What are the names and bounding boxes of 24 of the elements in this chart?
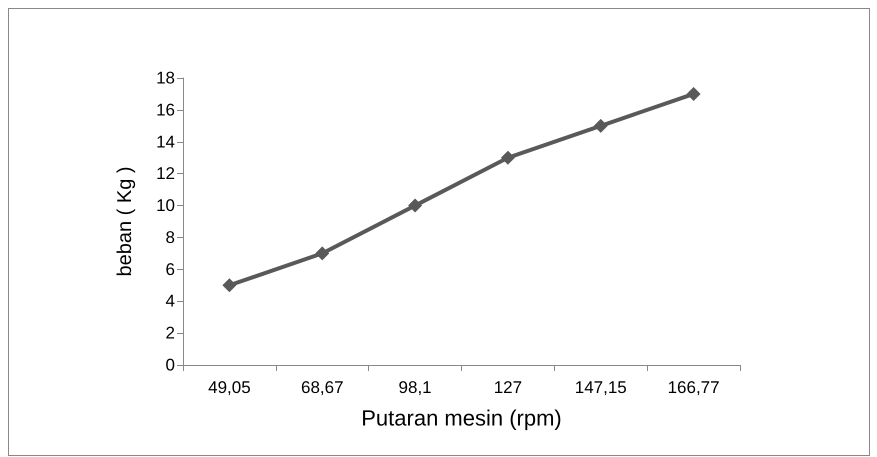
y-tick-label: 10 [156,196,175,216]
x-tick-label: 98,1 [398,378,432,397]
x-tick-label: 127 [494,378,522,397]
y-tick-label: 4 [166,292,175,311]
y-tick-label: 16 [156,100,175,120]
x-tick-label: 68,67 [300,378,344,397]
y-tick-label: 2 [166,324,175,343]
y-axis-title: beban ( Kg ) [114,166,136,277]
point [222,278,236,292]
y-tick-label: 14 [156,132,175,152]
y-tick-label: 12 [156,164,175,184]
x-tick-label: 49,05 [208,378,251,397]
x-tick-label: 147,15 [574,378,627,397]
point [408,198,422,213]
point [594,118,608,133]
point [500,150,515,165]
y-tick-label: 0 [166,356,175,374]
y-tick-label: 6 [166,260,175,279]
point [686,86,701,101]
y-tick-label: 8 [166,228,175,247]
x-axis-title: Putaran mesin (rpm) [361,406,562,430]
point [315,246,330,260]
x-tick-label: 166,77 [668,378,720,397]
y-tick-label: 18 [156,68,175,88]
